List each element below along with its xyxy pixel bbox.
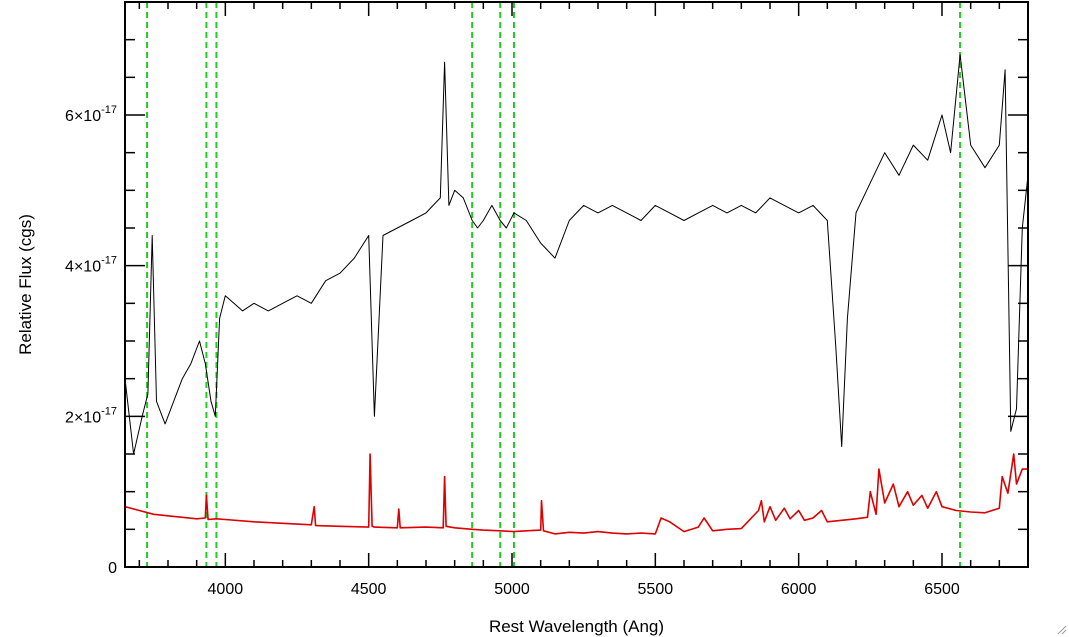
x-tick-label: 5500 (638, 581, 674, 598)
x-tick-labels: 4000 4500 5000 5500 6000 6500 (208, 581, 960, 598)
spectrum-series (125, 54, 1028, 535)
y-tick-mantissa: 2×10 (65, 409, 101, 426)
y-tick-mantissa: 0 (108, 560, 117, 577)
x-axis-title: Rest Wavelength (Ang) (489, 617, 664, 636)
error-spectrum-line (125, 453, 1028, 535)
y-axis-title: Relative Flux (cgs) (16, 214, 35, 355)
axis-ticks (125, 2, 1029, 568)
x-tick-label: 6500 (924, 581, 960, 598)
y-tick-label: 6×10-17 (65, 104, 117, 125)
y-tick-exponent: -17 (101, 104, 117, 116)
y-tick-exponent: -17 (101, 255, 117, 267)
y-tick-labels: 02×10-174×10-176×10-17 (65, 104, 117, 577)
x-tick-label: 6000 (781, 581, 817, 598)
y-tick-label: 2×10-17 (65, 405, 117, 426)
y-tick-mantissa: 4×10 (65, 259, 101, 276)
plot-frame (124, 1, 1029, 568)
flux-spectrum-line (125, 54, 1028, 455)
x-tick-label: 4000 (208, 581, 244, 598)
emission-line-markers (146, 2, 962, 567)
resize-grip-icon[interactable] (1055, 623, 1067, 635)
y-tick-mantissa: 6×10 (65, 108, 101, 125)
x-tick-label: 5000 (494, 581, 530, 598)
y-tick-label: 4×10-17 (65, 255, 117, 276)
x-tick-label: 4500 (351, 581, 387, 598)
y-tick-label: 0 (108, 560, 117, 577)
y-tick-exponent: -17 (101, 405, 117, 417)
